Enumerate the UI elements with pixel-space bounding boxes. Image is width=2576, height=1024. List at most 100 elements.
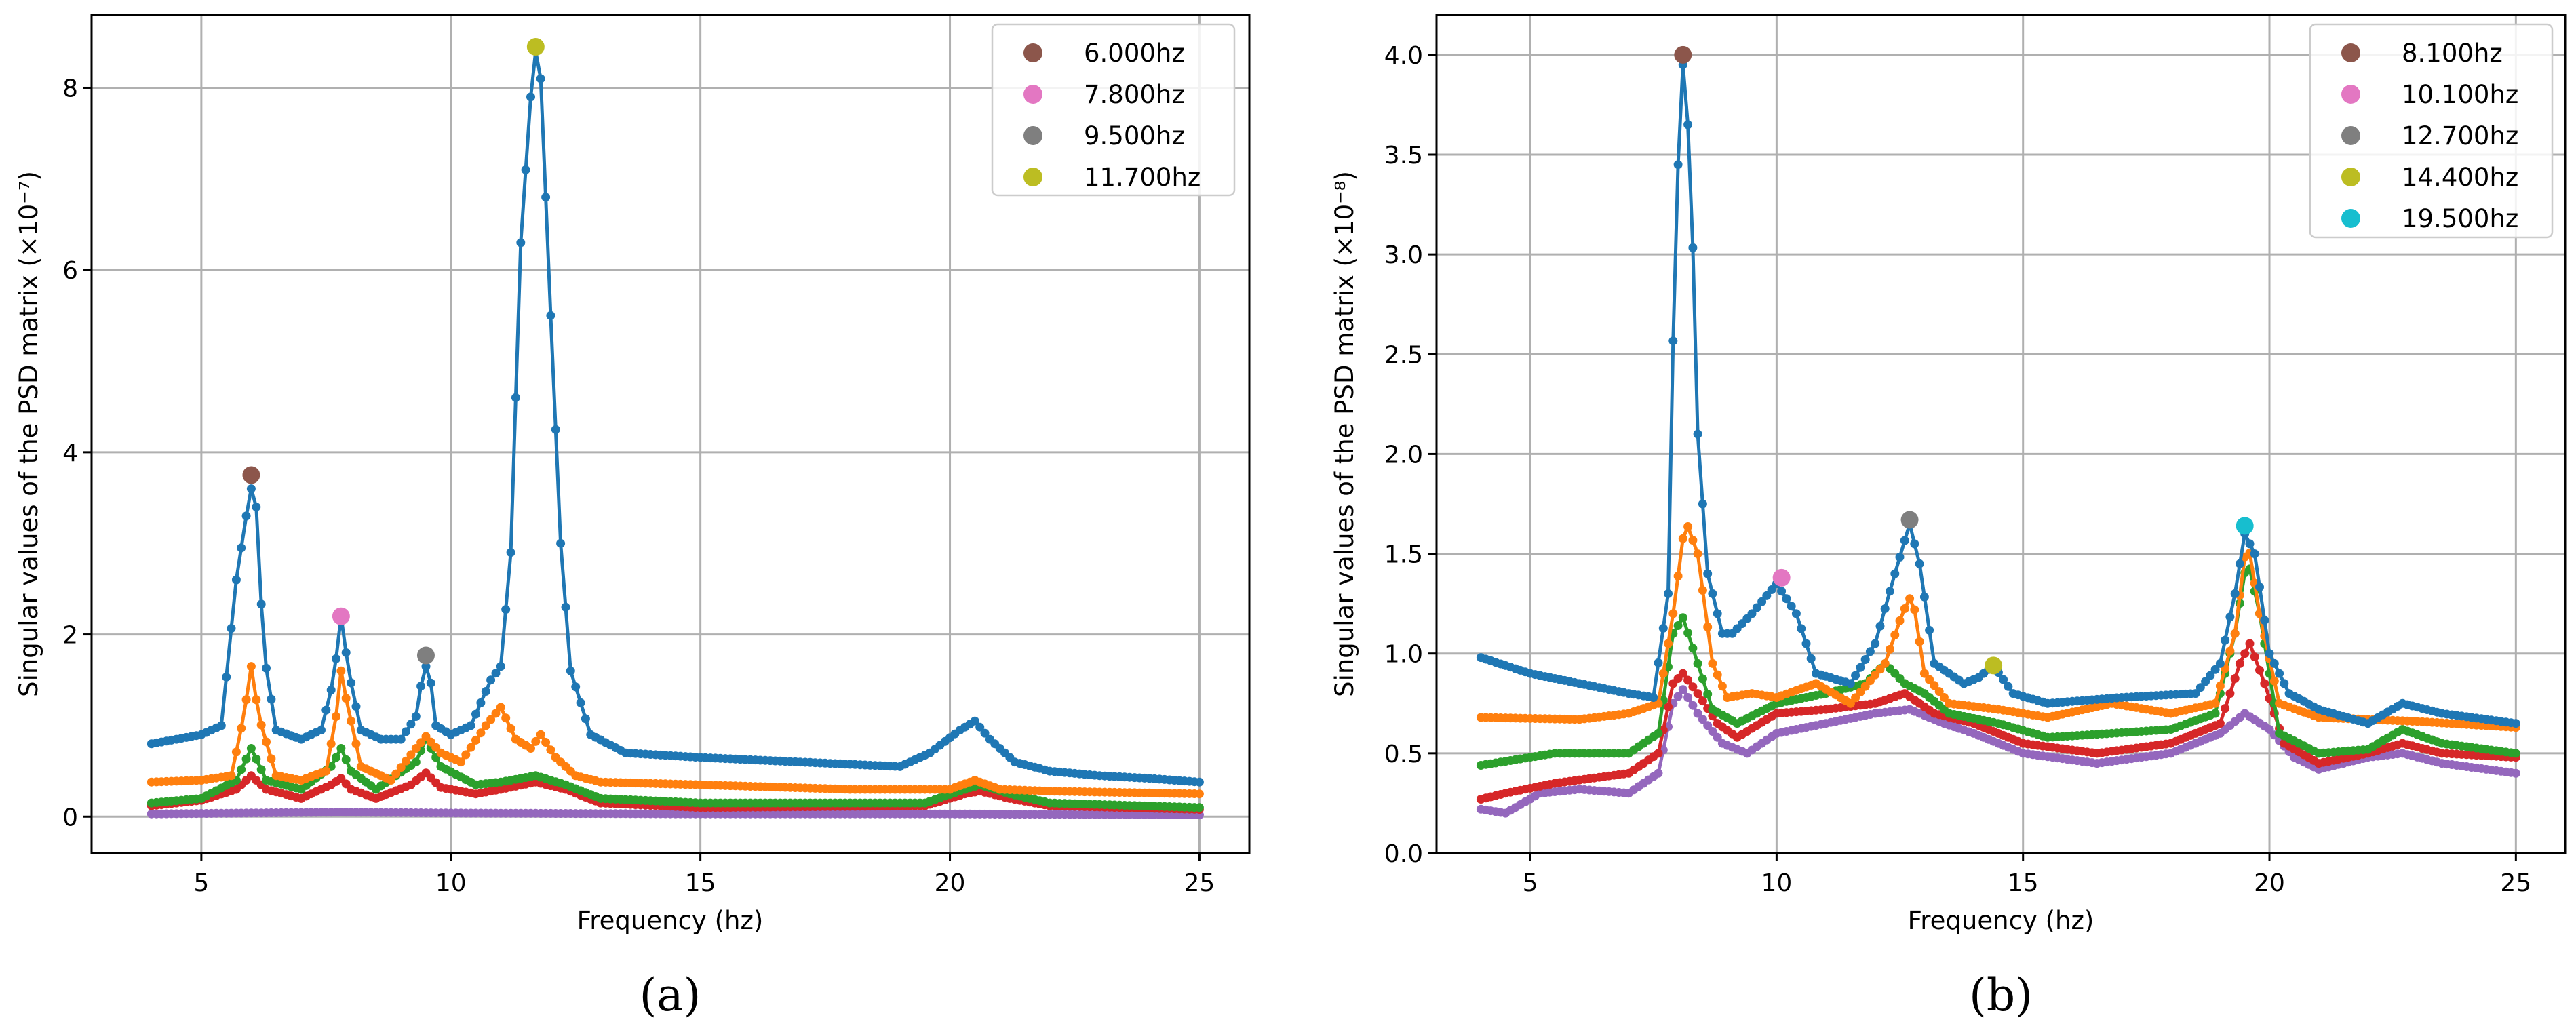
panel-a-series-point: [341, 755, 351, 764]
panel-a-series-point: [326, 686, 336, 694]
panel-b-legend-marker: [2341, 126, 2360, 145]
panel-b-series-point: [1851, 693, 1860, 703]
panel-a-series-point: [1194, 803, 1204, 812]
panel-a-legend-label: 11.700hz: [1084, 163, 1201, 192]
panel-b-series-point: [1668, 609, 1678, 618]
panel-b-series-point: [1871, 670, 1880, 680]
panel-b-series-point: [1673, 572, 1683, 580]
panel-b-series-point: [1900, 536, 1909, 545]
panel-a-legend-label: 6.000hz: [1084, 39, 1185, 68]
panel-a-y-axis-title: Singular values of the PSD matrix (×10⁻⁷…: [14, 171, 43, 697]
panel-b-series-point: [1757, 597, 1767, 606]
panel-b-series-point: [2269, 658, 2279, 668]
panel-b-series-point: [1703, 569, 1713, 578]
panel-a-series-point: [456, 757, 465, 767]
panel-b-series-point: [2250, 652, 2259, 662]
panel-a-series-point: [256, 765, 266, 774]
panel-a-legend-label: 7.800hz: [1084, 80, 1185, 109]
panel-b-series-point: [1895, 553, 1905, 562]
panel-b-series-sv2: [1476, 522, 2520, 732]
panel-b-x-tick-label: 25: [2500, 869, 2531, 897]
panel-a-y-ticks: 0 2 4 6 8: [62, 75, 92, 831]
panel-a-series-point: [501, 605, 511, 614]
panel-a-series-point: [317, 726, 326, 735]
panel-b-series-point: [1875, 621, 1885, 631]
panel-a-series-point: [476, 698, 486, 707]
panel-a: 5 10 15 20 25 0 2 4 6 8 Frequency (hz) Singular …: [14, 14, 1251, 1021]
panel-b-series-point: [2196, 683, 2205, 692]
panel-b-series-point: [1919, 669, 1929, 678]
panel-a-label: (a): [640, 969, 701, 1021]
panel-b-series-point: [2210, 698, 2220, 708]
panel-a-series-point: [521, 165, 530, 174]
panel-b-series-point: [1915, 559, 1924, 568]
panel-a-series-point: [252, 695, 261, 705]
panel-a-y-tick-label: 6: [62, 257, 78, 285]
panel-b-series-point: [1880, 658, 1890, 668]
panel-b-x-tick-label: 10: [1761, 869, 1792, 897]
panel-b-peaks: [1674, 45, 2254, 675]
panel-a-series-point: [506, 548, 515, 557]
panel-b-series-point: [2210, 665, 2220, 674]
panel-b-legend-marker: [2341, 209, 2360, 228]
panel-b-series-point: [2225, 612, 2235, 622]
panel-b-series: [1476, 60, 2520, 818]
panel-b-series-point: [2511, 768, 2520, 778]
panel-b-x-tick-label: 15: [2008, 869, 2039, 897]
panel-a-series-point: [536, 74, 545, 83]
panel-a-x-tick-label: 15: [685, 869, 716, 897]
panel-a-series-point: [222, 672, 231, 682]
panel-a-series-point: [556, 538, 566, 548]
panel-b-series-point: [1698, 715, 1707, 724]
panel-a-series-point: [246, 662, 256, 671]
panel-a-series-point: [491, 709, 501, 718]
panel-a-legend-marker: [1023, 168, 1042, 186]
panel-a-series-point: [262, 737, 271, 747]
panel-b-series-point: [1698, 674, 1707, 684]
panel-b-series-point: [1678, 534, 1687, 543]
panel-b-legend-label: 10.100hz: [2402, 80, 2518, 109]
panel-b-series-point: [1654, 658, 1663, 667]
panel-b-series-point: [1890, 569, 1900, 578]
panel-a-series-point: [391, 769, 401, 779]
panel-a-series-point: [466, 743, 475, 752]
panel-b-series-point: [1664, 639, 1673, 648]
panel-a-series-point: [526, 744, 535, 753]
panel-a-series-point: [252, 754, 261, 764]
panel-a-series-point: [511, 393, 520, 402]
panel-a-series-point: [581, 714, 590, 724]
panel-a-series-point: [526, 92, 535, 102]
panel-a-series-point: [256, 599, 266, 609]
panel-b-series-point: [2240, 649, 2250, 658]
panel-b-series-point: [2215, 658, 2225, 668]
panel-b-series-point: [1658, 669, 1668, 678]
panel-a-series-point: [411, 757, 421, 767]
panel-b-series-point: [1767, 585, 1776, 594]
panel-b-series-point: [2255, 665, 2264, 675]
panel-b-y-tick-label: 1.5: [1384, 541, 1423, 569]
panel-b-peak-marker: [1985, 656, 2003, 675]
panel-b-series-point: [2265, 649, 2274, 658]
panel-a-series-point: [351, 702, 361, 711]
panel-b-series-point: [2201, 677, 2210, 686]
panel-a-series-point: [501, 713, 511, 723]
panel-a-peaks: [242, 38, 545, 665]
panel-a-series-sv5: [147, 808, 1204, 820]
panel-b-series-point: [1683, 120, 1693, 130]
panel-b-series-point: [1713, 670, 1722, 680]
panel-b-series-point: [1703, 721, 1713, 730]
panel-b-series-point: [1693, 709, 1702, 718]
panel-b-label: (b): [1969, 969, 2033, 1021]
panel-a-series-point: [227, 771, 236, 781]
panel-a-series-point: [416, 738, 426, 747]
panel-b-legend-label: 14.400hz: [2402, 163, 2518, 192]
panel-a-series-point: [466, 721, 475, 730]
panel-b-x-tick-label: 20: [2254, 869, 2285, 897]
panel-b-peak-marker: [1900, 511, 1919, 529]
panel-b-series-point: [1762, 591, 1772, 600]
panel-a-series-point: [262, 663, 271, 673]
panel-b-y-ticks: 0.0 0.5 1.0 1.5 2.0 2.5 3.0 3.5 4.0: [1384, 42, 1437, 868]
panel-b-y-tick-label: 3.0: [1384, 241, 1423, 269]
panel-b-series-point: [1886, 587, 1894, 596]
panel-a-series-point: [516, 238, 526, 248]
